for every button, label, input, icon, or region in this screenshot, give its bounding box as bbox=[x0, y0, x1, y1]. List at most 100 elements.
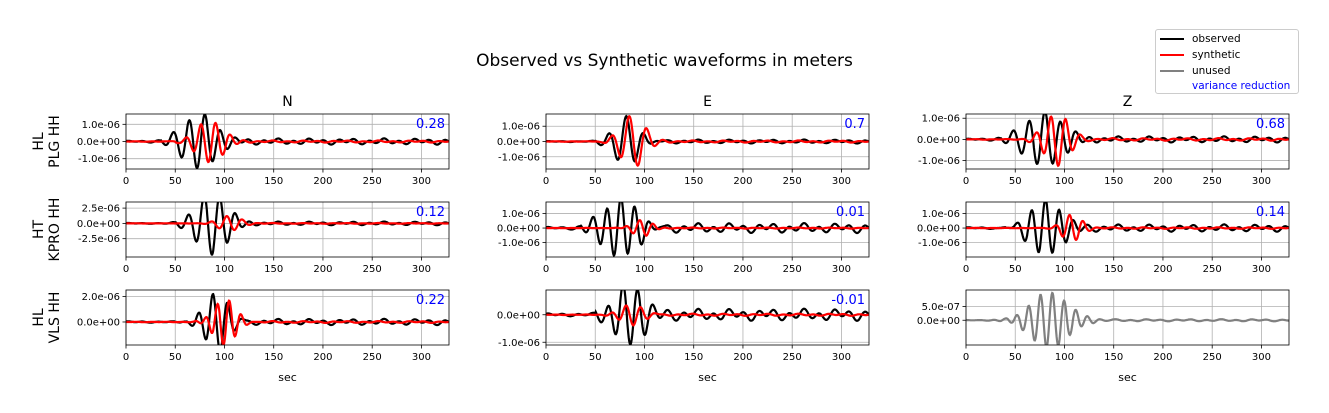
y-tick-label: 0.0e+00 bbox=[497, 310, 540, 321]
synthetic-series bbox=[126, 121, 449, 164]
legend: observed synthetic unused variance reduc… bbox=[1155, 29, 1299, 94]
y-tick-label: 0.0e+00 bbox=[77, 219, 120, 230]
x-tick-label: 0 bbox=[963, 352, 969, 363]
y-tick-label: -1.0e-06 bbox=[918, 156, 960, 167]
y-tick-label: 2.5e-06 bbox=[82, 204, 120, 215]
x-tick-label: 200 bbox=[313, 176, 332, 187]
x-tick-label: 50 bbox=[589, 264, 602, 275]
x-tick-label: 300 bbox=[412, 352, 431, 363]
legend-label-variance-reduction: variance reduction bbox=[1192, 80, 1291, 92]
subplot bbox=[122, 201, 450, 261]
variance-reduction-label: 0.22 bbox=[416, 293, 445, 308]
x-tick-label: 250 bbox=[783, 264, 802, 275]
x-tick-label: 150 bbox=[684, 352, 703, 363]
x-tick-label: 150 bbox=[684, 264, 703, 275]
x-tick-label: 150 bbox=[1104, 264, 1123, 275]
x-tick-label: 100 bbox=[635, 264, 654, 275]
variance-reduction-label: 0.68 bbox=[1256, 117, 1285, 132]
x-tick-label: 50 bbox=[1009, 352, 1022, 363]
y-tick-label: -1.0e-06 bbox=[498, 338, 540, 349]
x-tick-label: 0 bbox=[543, 264, 549, 275]
axes-frame bbox=[545, 201, 870, 258]
observed-series bbox=[966, 202, 1289, 255]
x-tick-label: 200 bbox=[313, 352, 332, 363]
row-label-network: HL bbox=[31, 132, 47, 151]
y-tick-label: 0.0e+00 bbox=[917, 316, 960, 327]
variance-reduction-label: 0.28 bbox=[416, 117, 445, 132]
subplot bbox=[962, 201, 1290, 261]
x-tick-label: 100 bbox=[1055, 264, 1074, 275]
x-tick-label: 250 bbox=[783, 352, 802, 363]
x-tick-label: 50 bbox=[169, 176, 182, 187]
y-tick-label: 0.0e+00 bbox=[77, 317, 120, 328]
column-title: E bbox=[703, 94, 712, 110]
synthetic-series bbox=[546, 219, 869, 237]
x-tick-label: 150 bbox=[1104, 176, 1123, 187]
variance-reduction-label: -0.01 bbox=[831, 293, 865, 308]
legend-swatch-observed bbox=[1160, 38, 1184, 40]
subplot bbox=[962, 113, 1290, 173]
subplot bbox=[962, 289, 1290, 349]
x-tick-label: 150 bbox=[1104, 352, 1123, 363]
x-tick-label: 200 bbox=[733, 352, 752, 363]
x-tick-label: 100 bbox=[215, 352, 234, 363]
legend-swatch-synthetic bbox=[1160, 54, 1184, 56]
x-tick-label: 50 bbox=[589, 176, 602, 187]
x-tick-label: 200 bbox=[733, 176, 752, 187]
y-tick-label: -1.0e-06 bbox=[918, 238, 960, 249]
row-label-station: VLS HH bbox=[47, 292, 63, 344]
x-tick-label: 100 bbox=[635, 352, 654, 363]
variance-reduction-label: 0.7 bbox=[844, 117, 865, 132]
y-tick-label: 1.0e-06 bbox=[922, 114, 960, 125]
x-tick-label: 0 bbox=[123, 264, 129, 275]
legend-label-unused: unused bbox=[1192, 65, 1231, 77]
x-tick-label: 300 bbox=[832, 264, 851, 275]
y-tick-label: 1.0e-06 bbox=[922, 209, 960, 220]
subplot bbox=[122, 289, 450, 349]
x-tick-label: 200 bbox=[1153, 176, 1172, 187]
x-tick-label: 0 bbox=[963, 264, 969, 275]
axes-frame bbox=[965, 201, 1290, 258]
x-tick-label: 300 bbox=[412, 176, 431, 187]
observed-series bbox=[546, 114, 869, 163]
x-tick-label: 300 bbox=[832, 352, 851, 363]
axes-frame bbox=[125, 289, 450, 346]
x-tick-label: 150 bbox=[264, 176, 283, 187]
y-tick-label: 0.0e+00 bbox=[77, 137, 120, 148]
x-tick-label: 200 bbox=[1153, 264, 1172, 275]
y-tick-label: 2.0e-06 bbox=[82, 292, 120, 303]
y-tick-label: 1.0e-06 bbox=[502, 209, 540, 220]
synthetic-series bbox=[966, 213, 1289, 241]
x-tick-label: 100 bbox=[215, 264, 234, 275]
y-tick-label: 5.0e-07 bbox=[922, 302, 960, 313]
axes-frame bbox=[965, 289, 1290, 346]
unused-series bbox=[966, 291, 1289, 345]
observed-series bbox=[966, 114, 1289, 166]
x-tick-label: 250 bbox=[363, 264, 382, 275]
variance-reduction-label: 0.12 bbox=[416, 205, 445, 220]
x-tick-label: 50 bbox=[1009, 264, 1022, 275]
x-tick-label: 300 bbox=[412, 264, 431, 275]
column-title: Z bbox=[1123, 94, 1133, 110]
y-tick-label: -1.0e-06 bbox=[78, 154, 120, 165]
axes-frame bbox=[965, 113, 1290, 170]
x-tick-label: 200 bbox=[733, 264, 752, 275]
y-tick-label: 0.0e+00 bbox=[917, 224, 960, 235]
axes-frame bbox=[125, 201, 450, 258]
y-tick-label: -1.0e-06 bbox=[498, 152, 540, 163]
row-label-station: KPRO HH bbox=[47, 198, 63, 262]
x-axis-label: sec bbox=[278, 371, 297, 384]
y-tick-label: 0.0e+00 bbox=[917, 135, 960, 146]
observed-series bbox=[546, 290, 869, 345]
x-tick-label: 50 bbox=[1009, 176, 1022, 187]
x-tick-label: 50 bbox=[169, 264, 182, 275]
figure-title: Observed vs Synthetic waveforms in meter… bbox=[476, 51, 853, 71]
x-tick-label: 0 bbox=[543, 176, 549, 187]
subplot bbox=[542, 201, 870, 261]
subplot bbox=[542, 289, 870, 349]
x-tick-label: 300 bbox=[1252, 352, 1271, 363]
x-tick-label: 0 bbox=[123, 352, 129, 363]
row-label-network: HL bbox=[31, 308, 47, 327]
